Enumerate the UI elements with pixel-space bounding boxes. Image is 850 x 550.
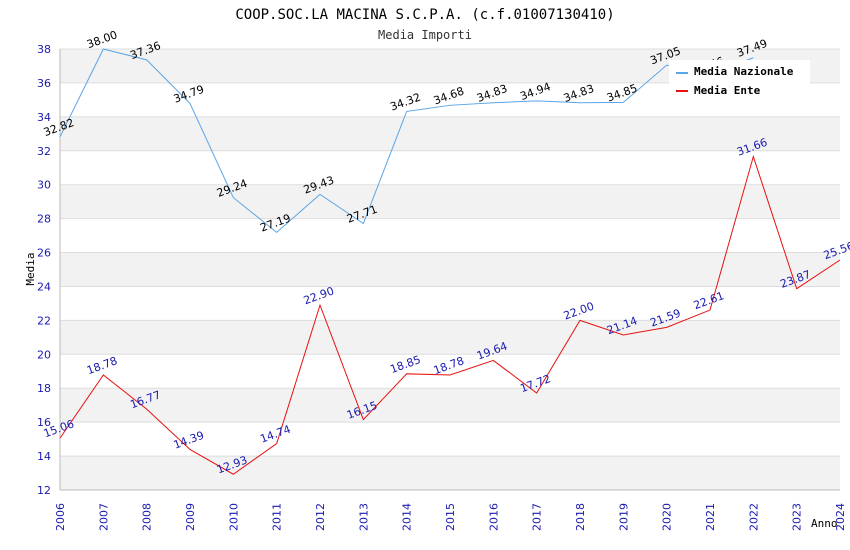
data-label: 34.83 xyxy=(562,82,596,105)
x-tick-labels: 2006 2007 2008 2009 2010 2011 2012 2013 2014 2015… xyxy=(54,503,847,531)
x-tick-label: 2019 xyxy=(617,503,630,531)
y-tick-label: 28 xyxy=(37,213,51,226)
y-tick-label: 24 xyxy=(37,280,51,293)
grid-band xyxy=(60,456,840,490)
x-tick-label: 2017 xyxy=(531,503,544,531)
chart-subtitle: Media Importi xyxy=(378,28,472,42)
y-tick-label: 36 xyxy=(37,77,51,90)
data-label: 34.94 xyxy=(518,80,552,103)
chart-title: COOP.SOC.LA MACINA S.C.P.A. (c.f.0100713… xyxy=(235,7,614,23)
data-label: 22.90 xyxy=(302,284,336,307)
data-label: 34.68 xyxy=(432,85,466,108)
axes xyxy=(59,49,840,491)
x-tick-label: 2020 xyxy=(661,503,674,531)
y-tick-label: 34 xyxy=(37,111,51,124)
data-label: 18.78 xyxy=(85,354,119,377)
x-tick-label: 2007 xyxy=(97,503,110,531)
x-tick-label: 2006 xyxy=(54,503,67,531)
y-tick-label: 12 xyxy=(37,484,51,497)
legend: Media Nazionale Media Ente xyxy=(669,60,810,101)
y-tick-label: 32 xyxy=(37,145,51,158)
x-axis-title: Anno xyxy=(811,517,838,530)
series-line-ente xyxy=(59,154,841,475)
grid-band xyxy=(60,320,840,355)
data-label: 22.61 xyxy=(692,289,726,312)
x-tick-label: 2014 xyxy=(401,503,414,531)
y-tick-label: 18 xyxy=(37,382,51,395)
x-tick-label: 2011 xyxy=(271,503,284,531)
background-bands xyxy=(60,49,840,490)
legend-label-nazionale: Media Nazionale xyxy=(694,65,794,78)
grid-band xyxy=(60,116,840,151)
x-tick-label: 2016 xyxy=(487,503,500,531)
data-label: 34.83 xyxy=(475,82,509,105)
x-tick-label: 2010 xyxy=(227,503,240,531)
data-label: 22.00 xyxy=(562,300,596,323)
y-tick-labels: 12 14 16 18 20 22 24 26 28 30 32 34 36 38 xyxy=(37,43,51,497)
x-tick-label: 2022 xyxy=(747,503,760,531)
y-tick-label: 30 xyxy=(37,179,51,192)
series-lines xyxy=(59,48,841,475)
grid-band xyxy=(60,252,840,287)
y-axis-title: Media xyxy=(24,252,37,285)
grid-band xyxy=(60,388,840,423)
y-tick-label: 20 xyxy=(37,348,51,361)
data-label: 18.85 xyxy=(388,353,422,376)
x-tick-label: 2015 xyxy=(444,503,457,531)
x-tick-label: 2008 xyxy=(141,503,154,531)
y-tick-label: 22 xyxy=(37,314,51,327)
legend-label-ente: Media Ente xyxy=(694,84,761,97)
y-tick-label: 14 xyxy=(37,450,51,463)
y-tick-label: 26 xyxy=(37,247,51,260)
grid-band xyxy=(60,184,840,219)
x-tick-label: 2012 xyxy=(314,503,327,531)
y-tick-label: 38 xyxy=(37,43,51,56)
x-tick-label: 2013 xyxy=(357,503,370,531)
x-tick-label: 2024 xyxy=(834,503,847,531)
legend-box xyxy=(669,60,810,101)
x-tick-label: 2023 xyxy=(791,503,804,531)
data-label: 38.00 xyxy=(85,28,119,51)
gridlines xyxy=(60,48,840,491)
data-label: 18.78 xyxy=(432,354,466,377)
data-label: 34.85 xyxy=(605,82,639,105)
series-line-nazionale xyxy=(59,48,754,234)
x-tick-label: 2018 xyxy=(574,503,587,531)
y-tick-label: 16 xyxy=(37,416,51,429)
x-tick-label: 2009 xyxy=(184,503,197,531)
x-tick-label: 2021 xyxy=(704,503,717,531)
data-label: 14.74 xyxy=(258,423,292,446)
